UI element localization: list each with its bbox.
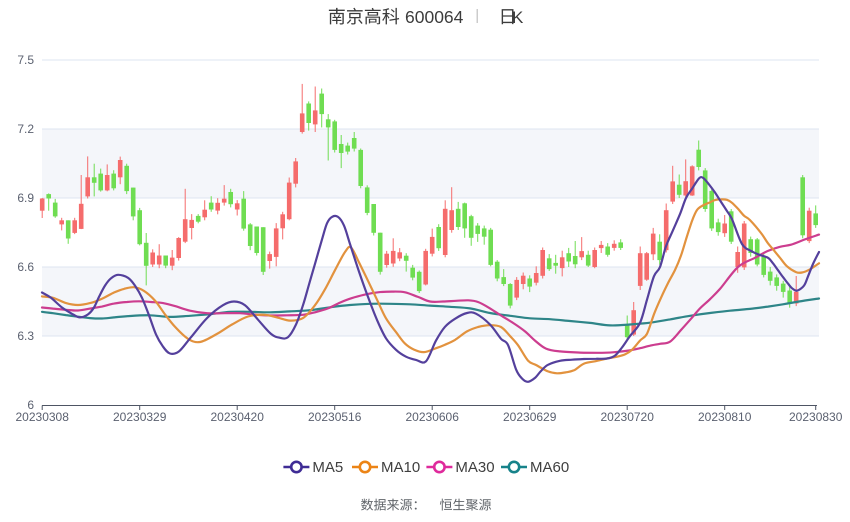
svg-text:6.3: 6.3 <box>17 329 34 343</box>
svg-text:20230830: 20230830 <box>789 410 843 424</box>
svg-text:6.9: 6.9 <box>17 191 34 205</box>
svg-text:20230810: 20230810 <box>698 410 752 424</box>
svg-text:7.2: 7.2 <box>17 122 34 136</box>
svg-text:20230516: 20230516 <box>308 410 362 424</box>
svg-text:6.6: 6.6 <box>17 260 34 274</box>
svg-text:MA10: MA10 <box>381 459 420 476</box>
svg-text:600064: 600064 <box>405 7 464 27</box>
svg-text:20230308: 20230308 <box>16 410 70 424</box>
svg-text:20230720: 20230720 <box>601 410 655 424</box>
svg-text:MA5: MA5 <box>312 459 343 476</box>
svg-text:MA60: MA60 <box>530 459 569 476</box>
svg-text:20230606: 20230606 <box>406 410 460 424</box>
svg-text:6: 6 <box>27 398 34 412</box>
svg-text:7.5: 7.5 <box>17 53 34 67</box>
svg-text:20230629: 20230629 <box>503 410 557 424</box>
svg-text:20230329: 20230329 <box>113 410 167 424</box>
svg-text:MA30: MA30 <box>455 459 494 476</box>
svg-text:20230420: 20230420 <box>211 410 265 424</box>
svg-text:K: K <box>512 8 524 27</box>
